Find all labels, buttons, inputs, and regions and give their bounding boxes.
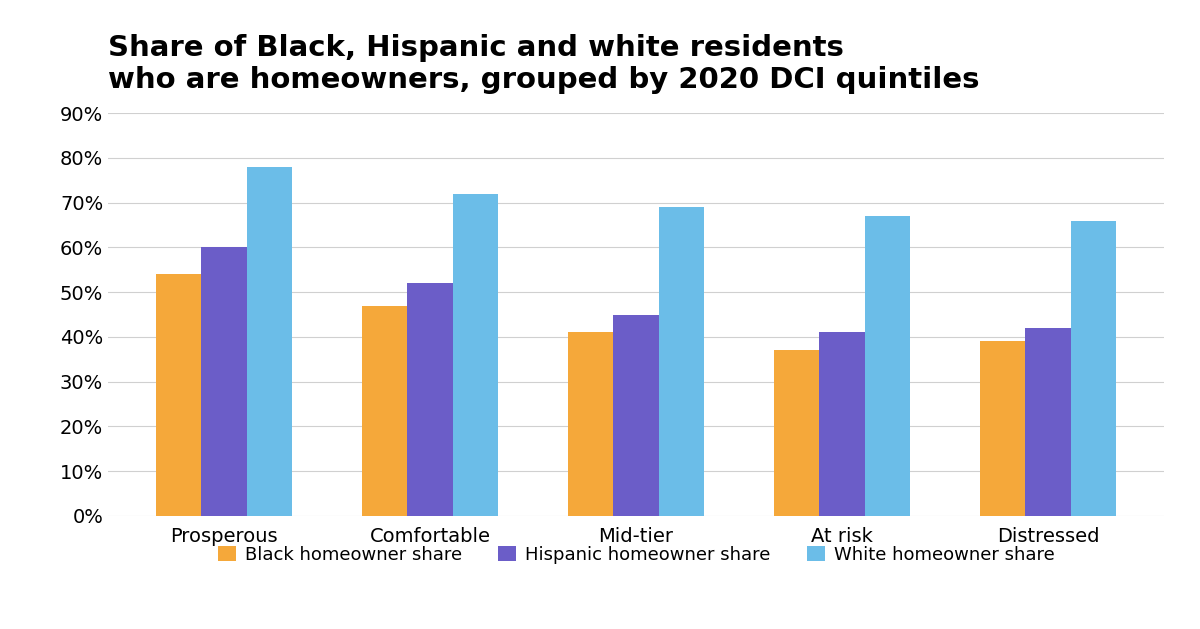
Bar [202,247,247,516]
Bar [820,332,865,516]
Bar [980,342,1025,516]
Text: Share of Black, Hispanic and white residents
who are homeowners, grouped by 2020: Share of Black, Hispanic and white resid… [108,34,979,94]
Bar [247,167,292,516]
Bar [774,350,820,516]
Bar [1025,328,1070,516]
Bar [1070,221,1116,516]
Bar [613,314,659,516]
Bar [407,283,452,516]
Bar [156,274,202,516]
Bar [659,207,704,516]
Bar [452,194,498,516]
Bar [568,332,613,516]
Bar [865,216,910,516]
Legend: Black homeowner share, Hispanic homeowner share, White homeowner share: Black homeowner share, Hispanic homeowne… [210,538,1062,571]
Bar [362,306,407,516]
